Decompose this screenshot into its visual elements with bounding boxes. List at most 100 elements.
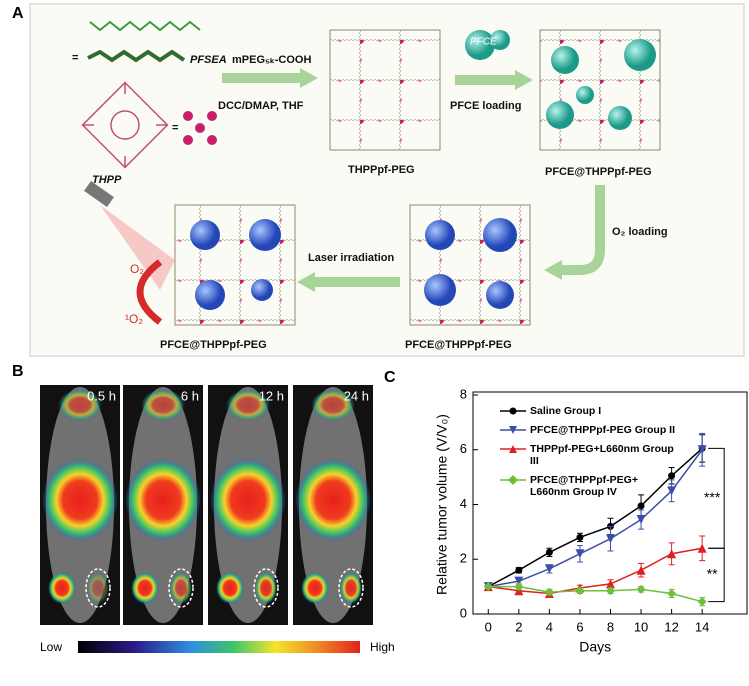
legend-swatch — [500, 475, 526, 485]
time-label: 0.5 h — [87, 388, 116, 403]
arrow-head — [300, 68, 318, 88]
pfsea-label: PFSEA — [190, 54, 227, 66]
pfce-droplets — [546, 39, 656, 130]
data-point — [544, 587, 554, 597]
arrow-head — [544, 260, 562, 280]
data-point — [483, 582, 493, 592]
data-point — [575, 586, 585, 596]
significance-bracket — [708, 547, 725, 603]
x-tick-label: 0 — [485, 619, 492, 634]
series — [483, 582, 707, 607]
x-tick-label: 10 — [634, 619, 648, 634]
data-point — [697, 445, 707, 455]
data-point — [576, 533, 584, 541]
data-point — [545, 548, 553, 556]
legend-entry: PFCE@THPPpf-PEG+ L660nm Group IV — [500, 474, 675, 498]
legend-marker — [509, 407, 517, 415]
data-point — [636, 565, 646, 575]
tumor-outline — [85, 568, 111, 608]
o2-spheres — [190, 219, 281, 310]
data-point — [667, 588, 677, 598]
liver-signal — [210, 458, 286, 542]
product-label: PFCE@THPPpf-PEG — [545, 166, 652, 178]
head-signal — [141, 389, 185, 421]
data-point — [515, 566, 523, 574]
mpeg-label: mPEG₅ₖ-COOH — [232, 54, 311, 66]
legend-label: PFCE@THPPpf-PEG Group II — [530, 424, 675, 436]
legend-label: Saline Group I — [530, 405, 602, 417]
chart: 0 2 4 6 8 0 2 4 6 8 10 12 14 Days Relative tumor volum… — [434, 386, 748, 655]
mouse-image: 24 h — [293, 385, 373, 625]
y-tick-label: 8 — [460, 386, 467, 401]
bladder-signal — [131, 572, 159, 604]
data-point — [544, 564, 554, 574]
tumor-signal — [170, 572, 192, 604]
data-point — [606, 579, 615, 589]
time-label: 24 h — [344, 388, 369, 403]
series-line — [488, 547, 703, 595]
pfsea-structure — [89, 20, 201, 32]
legend-entry: THPPpf-PEG+L660nm Group III — [500, 443, 675, 467]
head-signal — [311, 389, 355, 421]
data-point — [668, 472, 676, 480]
head-signal — [226, 389, 270, 421]
significance-label: ** — [707, 566, 718, 582]
tumor-outline — [338, 568, 364, 608]
equals-sign: = — [72, 52, 78, 64]
liver-signal — [125, 458, 201, 542]
y-tick-label: 0 — [460, 605, 467, 620]
data-point — [636, 584, 646, 594]
legend-marker — [509, 445, 517, 453]
tumor-outline — [168, 568, 194, 608]
legend-label: THPPpf-PEG+L660nm Group III — [530, 443, 674, 467]
legend-marker — [509, 426, 517, 434]
singlet-oxygen-label: ¹O₂ — [125, 312, 143, 326]
legend-entry: Saline Group I — [500, 405, 675, 417]
data-point — [667, 486, 677, 496]
imaging-panels: 0.5 h 6 h 12 h 24 h — [40, 385, 373, 625]
pfce-droplet — [490, 30, 510, 50]
significance-label: *** — [704, 489, 721, 505]
mouse-image: 6 h — [123, 385, 203, 625]
data-point — [667, 549, 677, 559]
scale-low: Low — [40, 640, 62, 654]
head-signal — [58, 389, 102, 421]
data-point — [606, 534, 615, 544]
scale-high: High — [370, 640, 395, 654]
reaction-arrow — [136, 259, 163, 325]
equals-sign: = — [172, 122, 178, 134]
tumor-signal — [255, 572, 277, 604]
tumor-signal — [87, 572, 109, 604]
series-line — [488, 449, 703, 588]
panel-label: C — [384, 369, 396, 386]
time-label: 12 h — [259, 388, 284, 403]
mouse-image: 12 h — [208, 385, 288, 625]
time-label: 6 h — [181, 388, 199, 403]
thpp-structure — [81, 81, 169, 169]
step-label: Laser irradiation — [308, 252, 394, 264]
bladder-signal — [216, 572, 244, 604]
data-point — [636, 515, 646, 525]
data-point — [637, 502, 645, 510]
arrow-head — [297, 272, 315, 292]
panel-label: B — [12, 363, 24, 380]
legend-swatch — [500, 407, 526, 415]
thpp-label: THPP — [92, 174, 122, 186]
mouse-image: 0.5 h — [40, 385, 120, 625]
polymer-chain — [87, 49, 186, 63]
x-axis-label: Days — [579, 639, 611, 655]
legend-swatch — [500, 445, 526, 453]
y-tick-label: 2 — [460, 551, 467, 566]
series-line — [488, 585, 703, 603]
x-tick-label: 2 — [515, 619, 522, 634]
mof-cube — [174, 204, 296, 326]
bladder-signal — [301, 572, 329, 604]
step-label: O₂ loading — [612, 226, 668, 238]
mof-cube — [329, 29, 441, 151]
x-tick-label: 12 — [664, 619, 678, 634]
legend-swatch — [500, 426, 526, 434]
y-tick-label: 4 — [460, 496, 467, 511]
step-label: PFCE loading — [450, 100, 522, 112]
x-tick-label: 14 — [695, 619, 709, 634]
